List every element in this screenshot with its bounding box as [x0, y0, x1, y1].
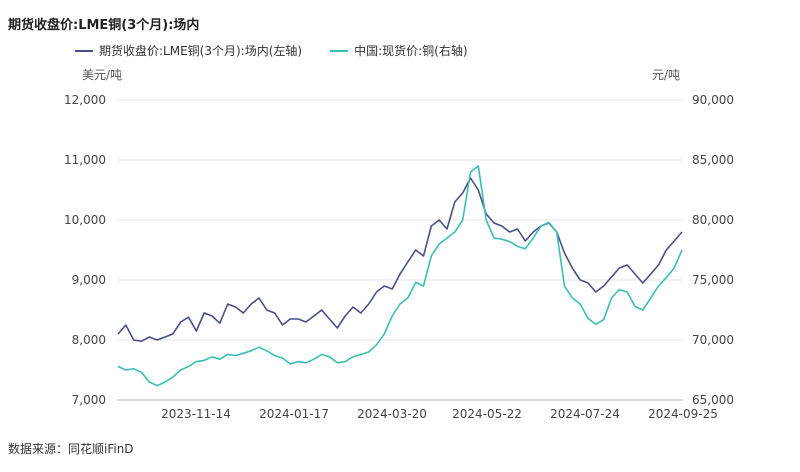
series-line-china — [117, 165, 683, 387]
legend-label-china: 中国:现货价:铜(右轴) — [354, 44, 468, 58]
legend-swatch-lme — [75, 49, 93, 52]
x-tick-label: 2024-09-25 — [648, 407, 718, 421]
right-axis-unit: 元/吨 — [652, 68, 681, 82]
x-tick-label: 2024-05-22 — [452, 407, 522, 421]
series-line-lme — [117, 177, 683, 343]
x-tick-label: 2024-07-24 — [550, 407, 620, 421]
y-left-tick-label: 9,000 — [72, 273, 106, 287]
legend-label-lme: 期货收盘价:LME铜(3个月):场内(左轴) — [99, 44, 303, 58]
y-right-tick-label: 70,000 — [692, 333, 734, 347]
y-left-tick-label: 7,000 — [72, 393, 106, 407]
y-left-tick-label: 11,000 — [64, 153, 106, 167]
left-axis-unit: 美元/吨 — [82, 68, 123, 82]
y-right-tick-label: 80,000 — [692, 213, 734, 227]
y-right-tick-label: 85,000 — [692, 153, 734, 167]
x-tick-label: 2024-01-17 — [259, 407, 329, 421]
y-left-tick-label: 8,000 — [72, 333, 106, 347]
y-right-tick-label: 90,000 — [692, 93, 734, 107]
y-left-tick-label: 12,000 — [64, 93, 106, 107]
y-left-tick-label: 10,000 — [64, 213, 106, 227]
data-source: 数据来源：同花顺iFinD — [8, 442, 134, 456]
legend: 期货收盘价:LME铜(3个月):场内(左轴) 中国:现货价:铜(右轴) — [75, 42, 468, 59]
x-tick-label: 2024-03-20 — [357, 407, 427, 421]
legend-swatch-china — [330, 49, 349, 52]
chart-title: 期货收盘价:LME铜(3个月):场内 — [8, 18, 200, 33]
legend-item-lme: 期货收盘价:LME铜(3个月):场内(左轴) — [75, 42, 302, 59]
x-tick-label: 2023-11-14 — [161, 407, 231, 421]
y-right-tick-label: 75,000 — [692, 273, 734, 287]
y-right-tick-label: 65,000 — [692, 393, 734, 407]
legend-item-china: 中国:现货价:铜(右轴) — [330, 42, 468, 59]
